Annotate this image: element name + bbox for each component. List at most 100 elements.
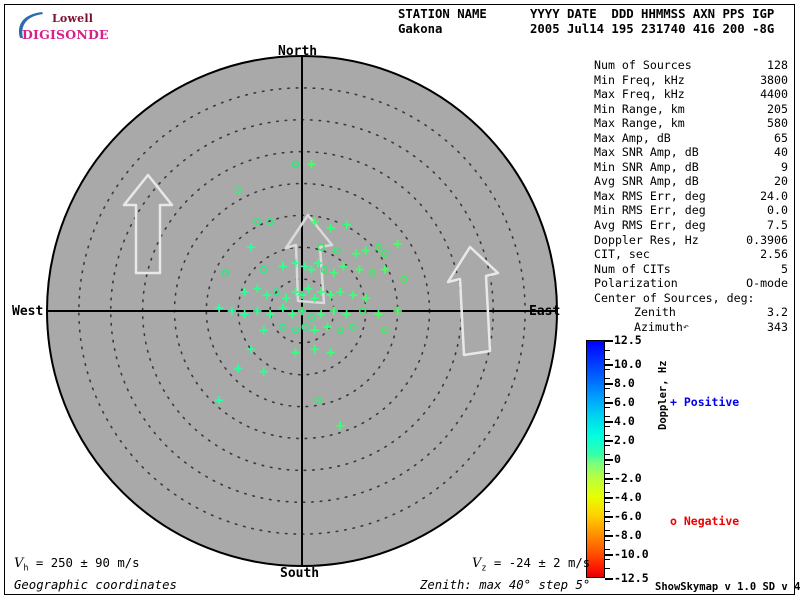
lowell-digisonde-logo: Lowell DIGISONDE bbox=[12, 8, 122, 44]
param-value: 5 bbox=[781, 261, 788, 276]
colorbar-minor-tick bbox=[605, 368, 610, 370]
source-point-positive bbox=[281, 294, 291, 303]
param-value: 24.0 bbox=[760, 188, 788, 203]
colorbar-tick bbox=[605, 363, 613, 366]
param-row: Max Freq, kHz 4400 bbox=[566, 87, 794, 102]
colorbar-tick bbox=[605, 459, 613, 461]
param-value: 205 bbox=[767, 101, 788, 116]
param-label: Min Range, km bbox=[594, 101, 685, 116]
param-label: Min Freq, kHz bbox=[594, 72, 685, 87]
colorbar-tick bbox=[605, 497, 613, 500]
source-point-positive bbox=[253, 306, 262, 316]
colorbar-tick-label: -12.5 bbox=[614, 571, 649, 585]
source-point-negative bbox=[400, 275, 408, 283]
colorbar-title: Doppler, Hz bbox=[657, 360, 669, 430]
colorbar-minor-tick bbox=[605, 416, 610, 418]
colorbar-tick-label: -8.0 bbox=[614, 528, 642, 543]
param-label: Max Range, km bbox=[594, 116, 685, 131]
header-table: STATION NAME YYYY DATE DDD HHMMSS AXN PP… bbox=[398, 7, 774, 67]
skymap-canvas[interactable] bbox=[46, 55, 558, 567]
source-point-negative bbox=[333, 246, 341, 255]
source-point-positive bbox=[323, 322, 332, 332]
param-value: 0.0 bbox=[767, 203, 788, 218]
source-point-negative bbox=[272, 288, 281, 296]
source-point-negative bbox=[221, 269, 230, 277]
source-point-negative bbox=[381, 249, 389, 258]
colorbar-tick bbox=[605, 478, 613, 481]
source-point-positive bbox=[288, 309, 297, 319]
source-point-negative bbox=[349, 323, 357, 331]
param-row: Max SNR Amp, dB 40 bbox=[566, 145, 794, 160]
source-point-positive bbox=[316, 287, 326, 297]
param-label: Max SNR Amp, dB bbox=[594, 145, 699, 160]
vh-subscript: h bbox=[23, 563, 29, 574]
source-point-positive bbox=[262, 290, 272, 300]
param-row: Center of Sources, deg: bbox=[566, 291, 794, 306]
param-label: Min RMS Err, deg bbox=[594, 203, 706, 218]
colorbar-minor-tick bbox=[605, 359, 610, 361]
colorbar-tick-label: 2.0 bbox=[614, 432, 635, 447]
colorbar-minor-tick bbox=[605, 435, 610, 437]
source-point-positive bbox=[355, 265, 364, 274]
header-field-labels: YYYY DATE DDD HHMMSS AXN PPS IGP bbox=[530, 7, 775, 21]
colorbar-minor-tick bbox=[605, 501, 610, 503]
colorbar-minor-tick bbox=[605, 454, 610, 456]
param-value: 7.5 bbox=[767, 218, 788, 233]
param-label: Azimuth ↶ bbox=[634, 319, 689, 334]
azimuth-rotation-icon: ↶ bbox=[682, 321, 689, 333]
source-point-positive bbox=[278, 262, 288, 271]
colorbar-minor-tick bbox=[605, 349, 610, 351]
colorbar-tick-label: 10.0 bbox=[614, 356, 642, 371]
colorbar-minor-tick bbox=[605, 568, 610, 570]
param-row: Zenith 3.2 bbox=[566, 305, 794, 320]
doppler-colorbar bbox=[586, 340, 605, 578]
source-point-positive bbox=[336, 421, 345, 430]
param-value: 2.56 bbox=[760, 247, 788, 262]
skymap-plot[interactable] bbox=[46, 55, 558, 567]
source-point-positive bbox=[259, 367, 268, 376]
direction-label-east: East bbox=[529, 304, 561, 319]
vz-subscript: z bbox=[481, 563, 487, 574]
param-row: Max Range, km 580 bbox=[566, 116, 794, 131]
colorbar-tick-label: 4.0 bbox=[614, 413, 635, 428]
vz-value: = -24 ± 2 m/s bbox=[493, 556, 591, 570]
colorbar-minor-tick bbox=[605, 530, 610, 532]
source-point-positive bbox=[234, 364, 243, 373]
source-point-negative bbox=[368, 269, 376, 277]
param-label: Max Freq, kHz bbox=[594, 87, 685, 102]
param-row: Min Range, km 205 bbox=[566, 102, 794, 117]
vertical-velocity: Vz = -24 ± 2 m/s bbox=[472, 556, 590, 573]
source-point-positive bbox=[253, 284, 262, 293]
drift-arrow-left-icon bbox=[122, 173, 174, 275]
colorbar-minor-tick bbox=[605, 558, 610, 560]
param-label: Max RMS Err, deg bbox=[594, 188, 706, 203]
param-value: 65 bbox=[774, 130, 788, 145]
source-point-negative bbox=[260, 265, 268, 274]
source-point-positive bbox=[310, 345, 319, 354]
colorbar-minor-tick bbox=[605, 549, 610, 551]
source-point-positive bbox=[351, 249, 361, 258]
direction-label-west: West bbox=[12, 304, 44, 319]
version-label: ShowSkymap v 1.0 SD v 4.2 bbox=[655, 581, 800, 593]
source-point-negative bbox=[358, 307, 367, 315]
source-point-negative bbox=[234, 186, 243, 194]
colorbar-tick-label: 6.0 bbox=[614, 394, 635, 409]
source-point-negative bbox=[336, 326, 345, 334]
colorbar-tick bbox=[605, 554, 613, 557]
source-point-negative bbox=[320, 265, 329, 274]
source-point-positive bbox=[326, 223, 335, 233]
param-label: Center of Sources, deg: bbox=[594, 290, 755, 305]
colorbar-tick bbox=[605, 420, 613, 423]
legend-negative: o Negative bbox=[670, 514, 740, 528]
source-point-positive bbox=[361, 294, 370, 303]
colorbar-minor-tick bbox=[605, 539, 610, 541]
param-label: Num of CITs bbox=[594, 261, 671, 276]
vh-value: = 250 ± 90 m/s bbox=[35, 556, 140, 570]
source-point-positive bbox=[393, 239, 402, 249]
param-label: Num of Sources bbox=[594, 58, 692, 72]
source-point-negative bbox=[253, 218, 262, 226]
header-station-name-value: Gakona bbox=[398, 22, 443, 36]
colorbar-tick bbox=[605, 340, 613, 342]
legend-positive: + Positive bbox=[670, 395, 740, 409]
